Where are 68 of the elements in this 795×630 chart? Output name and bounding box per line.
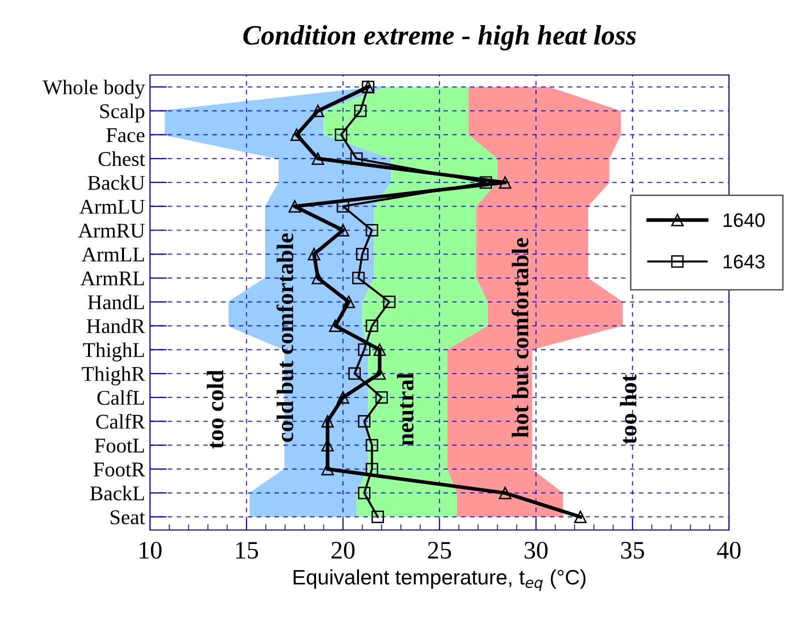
- point: [312, 104, 324, 118]
- point: [366, 224, 378, 236]
- point: [336, 391, 350, 404]
- point: [350, 152, 363, 165]
- y-tick-label: Face: [106, 128, 144, 142]
- point: [329, 320, 342, 332]
- y-tick-label: HandL: [88, 294, 144, 310]
- x-tick-label: 40: [716, 542, 741, 559]
- point: [366, 462, 378, 476]
- x-tick-label: 25: [428, 542, 452, 559]
- x-tick-label: 15: [236, 542, 258, 559]
- y-tick-label: Scalp: [100, 104, 144, 122]
- point: [312, 152, 324, 165]
- y-tick-label: Whole body: [42, 80, 146, 99]
- y-tick-label: BackL: [90, 486, 144, 500]
- y-tick-label: ArmLL: [82, 248, 144, 262]
- y-tick-label: FootR: [94, 462, 146, 477]
- x-tick-label: 30: [524, 542, 548, 559]
- point: [290, 128, 303, 141]
- legend-label: 1640: [724, 213, 765, 228]
- point: [356, 248, 369, 260]
- point: [336, 200, 350, 213]
- point: [288, 200, 301, 213]
- point: [371, 510, 384, 524]
- point: [574, 510, 587, 524]
- legend-label: 1643: [724, 254, 765, 268]
- y-tick-label: ArmLU: [79, 200, 145, 214]
- chart-title: Condition extreme - high heat loss: [243, 25, 636, 50]
- point: [366, 320, 378, 332]
- point: [383, 296, 396, 308]
- x-axis-title: Equivalent temperature, t$_{eq}$ (°C): [294, 569, 586, 591]
- x-tick-label: 10: [140, 542, 162, 559]
- point: [348, 367, 361, 380]
- point: [373, 343, 386, 356]
- annotation: too cold: [206, 370, 224, 449]
- y-tick-label: Seat: [110, 510, 146, 524]
- y-tick-label: ThighR: [82, 366, 146, 386]
- point: [480, 176, 492, 189]
- point: [358, 486, 370, 500]
- point: [358, 343, 370, 356]
- point: [352, 272, 365, 284]
- y-tick-label: Chest: [98, 151, 146, 166]
- point: [334, 128, 348, 141]
- point: [342, 296, 356, 308]
- y-tick-label: HandR: [86, 318, 146, 334]
- point: [336, 224, 350, 236]
- point: [312, 272, 324, 284]
- annotation: too hot: [620, 374, 636, 444]
- point: [308, 248, 320, 260]
- point: [375, 391, 388, 404]
- y-tick-label: FootL: [94, 438, 144, 453]
- y-tick-label: ThighL: [83, 342, 144, 362]
- y-tick-label: ArmRU: [78, 224, 145, 238]
- y-tick-label: ArmRL: [80, 271, 144, 286]
- point: [498, 486, 512, 500]
- point: [498, 176, 512, 189]
- y-tick-label: CalfR: [96, 414, 146, 429]
- point: [354, 104, 367, 118]
- y-tick-label: CalfL: [97, 390, 144, 405]
- series-label: hot but comfortable: [512, 238, 528, 438]
- point: [321, 415, 334, 428]
- x-tick-label: 35: [621, 542, 644, 559]
- y-tick-label: BackU: [88, 175, 145, 190]
- x-tick-label: 20: [332, 542, 355, 559]
- point: [366, 438, 378, 452]
- series-label: cold but comfortable: [276, 233, 294, 442]
- point: [358, 415, 370, 428]
- series-label: neutral: [396, 373, 414, 446]
